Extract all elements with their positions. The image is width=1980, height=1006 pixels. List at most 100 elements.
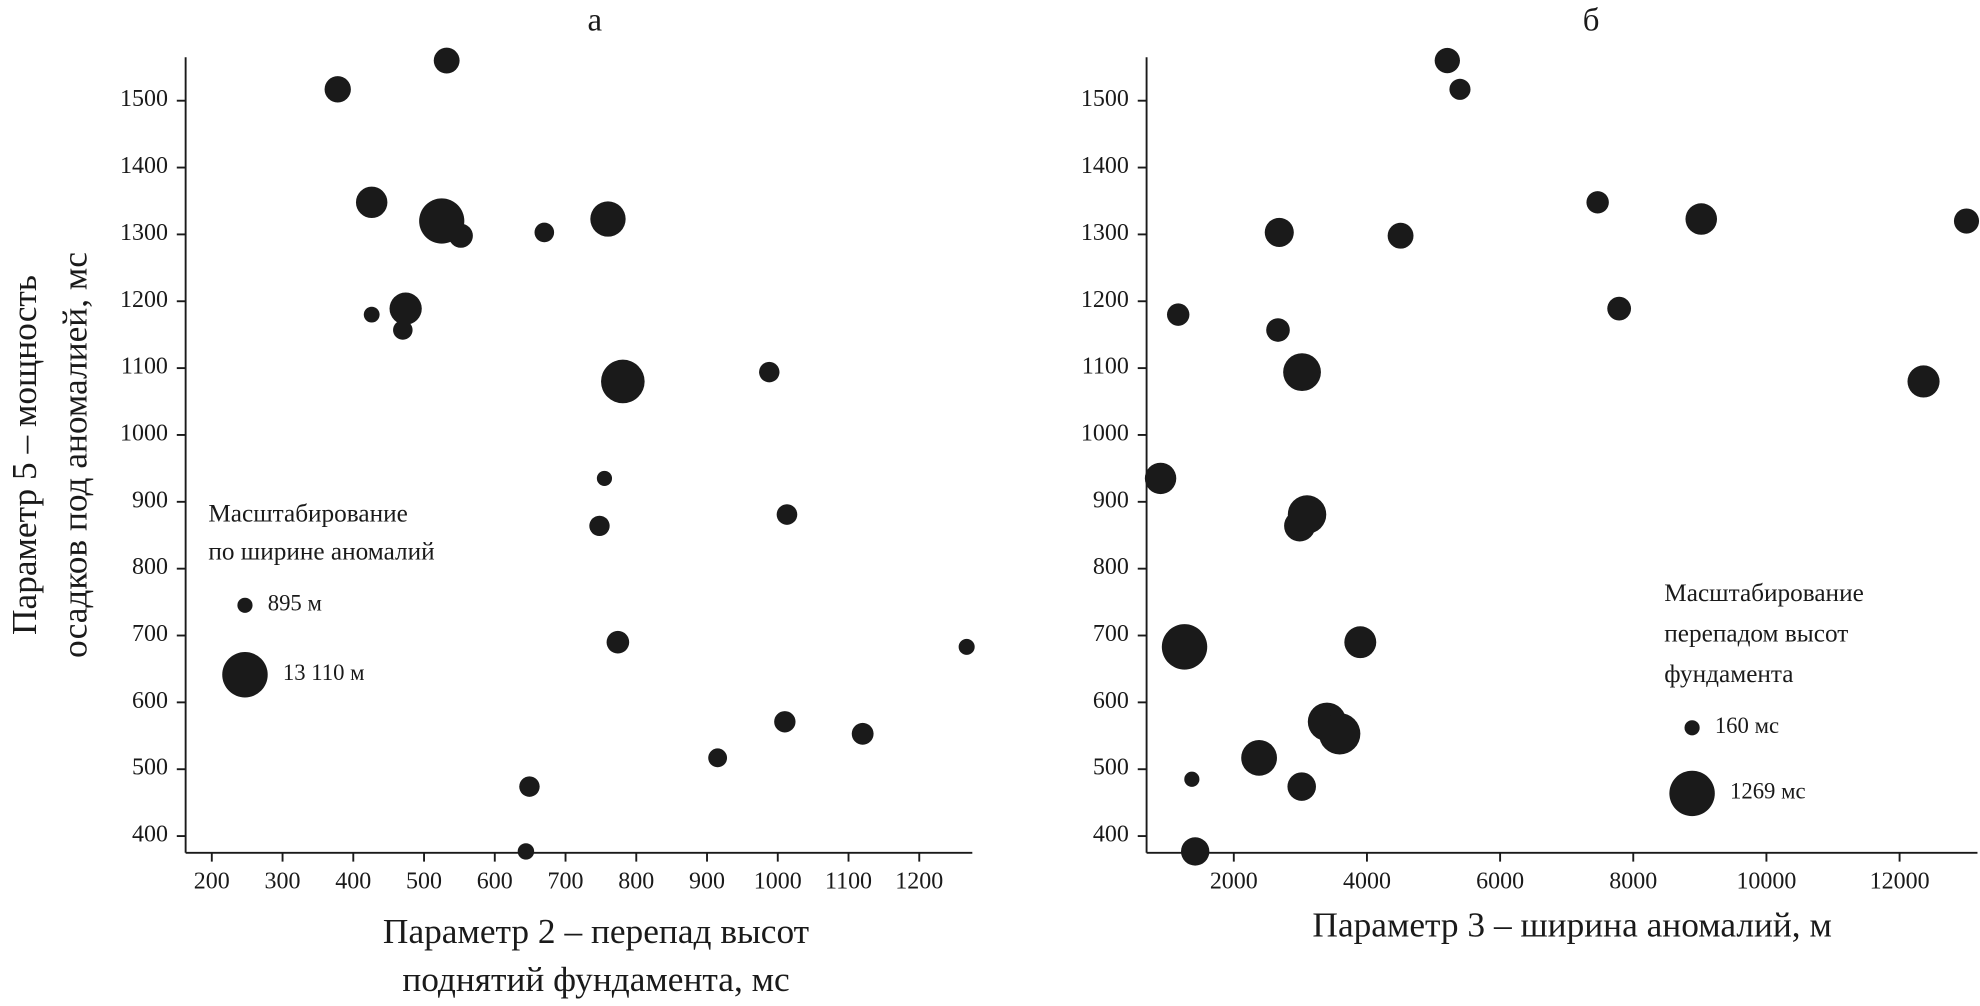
x-tick-label: 900 [689,869,725,895]
x-tick-label: 1200 [895,869,943,895]
y-tick-label: 400 [1093,822,1129,848]
legend-bubble [1684,720,1700,736]
y-tick-label: 1400 [120,153,168,179]
bubble [708,748,728,768]
bubble [776,504,798,525]
y-tick-label: 1500 [120,86,168,112]
bubble [1287,772,1316,801]
bubble [1166,303,1190,326]
x-tick-label: 1000 [754,869,802,895]
x-axis-label: поднятий фундамента, мс [402,959,789,999]
y-tick-label: 1500 [1081,86,1129,112]
y-tick-label: 1100 [1082,354,1129,380]
y-tick-label: 800 [1093,554,1129,580]
bubble [606,630,630,654]
y-tick-label: 400 [132,822,168,848]
x-tick-label: 800 [618,869,654,895]
x-tick-label: 1100 [825,869,872,895]
bubble [759,361,780,383]
y-tick-label: 600 [1093,688,1129,714]
bubble [590,201,626,237]
y-axis-label: Параметр 5 – мощность [4,275,44,635]
y-tick-label: 1300 [120,220,168,246]
chart-title: б [1583,3,1600,39]
y-tick-label: 1300 [1081,220,1129,246]
bubble [1180,837,1210,866]
y-tick-label: 1000 [1081,420,1129,446]
y-tick-label: 500 [1093,755,1129,781]
x-tick-label: 500 [406,869,442,895]
y-tick-label: 700 [1093,621,1129,647]
bubble [1264,217,1294,247]
y-tick-label: 900 [132,487,168,513]
bubble [433,47,460,74]
bubble [774,711,796,733]
bubble [1685,203,1718,235]
y-tick-label: 1200 [1081,287,1129,313]
x-tick-label: 12000 [1870,869,1930,895]
x-tick-label: 2000 [1210,869,1258,895]
y-tick-label: 1000 [120,420,168,446]
bubble [1344,626,1377,659]
y-tick-label: 800 [132,554,168,580]
x-tick-label: 8000 [1609,869,1657,895]
x-tick-label: 400 [335,869,371,895]
legend-bubble [237,597,253,613]
x-tick-label: 700 [548,869,584,895]
bubble [393,320,413,340]
legend-title: фундамента [1664,660,1793,688]
bubble [534,222,555,243]
y-tick-label: 1100 [121,354,168,380]
legend-title: по ширине аномалий [208,537,434,565]
legend-label: 1269 мс [1730,779,1806,804]
bubble [1266,318,1290,342]
y-tick-label: 700 [132,621,168,647]
legend-label: 895 м [268,591,322,616]
bubble [363,306,380,323]
legend-bubble [1669,770,1715,817]
bubble [1287,495,1327,534]
bubble [958,638,975,655]
x-tick-label: 200 [194,869,230,895]
bubble [596,470,613,486]
bubble [1283,353,1321,392]
bubble [1449,78,1471,100]
chart-title: а [587,3,602,39]
x-tick-label: 10000 [1736,869,1796,895]
legend-bubble [222,652,268,698]
x-axis-label: Параметр 3 – ширина аномалий, м [1312,905,1831,945]
y-tick-label: 900 [1093,487,1129,513]
bubble [589,515,610,537]
bubble [517,843,535,860]
bubble [1907,365,1940,398]
y-tick-label: 600 [132,688,168,714]
bubble [1184,771,1200,787]
bubble [1318,713,1361,755]
bubble [1607,296,1632,321]
bubble [1144,462,1177,495]
bubble [1161,624,1208,670]
legend-title: перепадом высот [1664,619,1848,647]
legend-label: 13 110 м [283,660,365,685]
y-axis-label: осадков под аномалией, мс [54,252,94,658]
x-tick-label: 4000 [1343,869,1391,895]
bubble [519,776,540,797]
bubble [851,722,874,745]
bubble [389,292,422,325]
x-axis-label: Параметр 2 – перепад высот [383,911,809,951]
legend-title: Масштабирование [208,499,408,527]
x-tick-label: 300 [265,869,301,895]
x-tick-label: 600 [477,869,513,895]
bubble [324,76,351,103]
x-tick-label: 6000 [1476,869,1524,895]
y-tick-label: 1200 [120,287,168,313]
bubble [1953,208,1980,234]
y-tick-label: 500 [132,755,168,781]
bubble [1387,222,1414,249]
legend-label: 160 мс [1715,713,1779,738]
bubble [1586,191,1609,214]
legend-title: Масштабирование [1664,579,1864,607]
bubble [1434,47,1460,74]
bubble [448,223,473,248]
